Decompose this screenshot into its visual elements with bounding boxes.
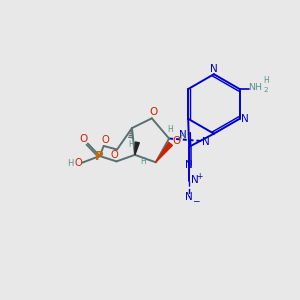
Text: N: N: [190, 175, 198, 185]
Text: NH: NH: [248, 83, 262, 92]
Text: N: N: [179, 130, 187, 140]
Text: O: O: [74, 158, 82, 168]
Text: +: +: [196, 172, 203, 181]
Text: N: N: [185, 160, 193, 170]
Text: H: H: [128, 140, 134, 149]
Text: N: N: [202, 137, 209, 147]
Text: O: O: [101, 135, 109, 145]
Text: H: H: [67, 159, 73, 168]
Polygon shape: [156, 142, 172, 162]
Text: −: −: [192, 197, 200, 206]
Text: O: O: [149, 107, 158, 117]
Text: P: P: [95, 149, 104, 163]
Text: H: H: [140, 157, 146, 166]
Text: O: O: [80, 134, 88, 144]
Text: H: H: [168, 125, 173, 134]
Polygon shape: [135, 142, 139, 155]
Text: N: N: [185, 192, 193, 202]
Text: H: H: [263, 76, 269, 85]
Text: O: O: [111, 151, 119, 160]
Text: N: N: [241, 114, 249, 124]
Text: 2: 2: [263, 87, 268, 93]
Text: H: H: [179, 132, 185, 141]
Text: N: N: [210, 64, 218, 74]
Text: O: O: [172, 136, 181, 146]
